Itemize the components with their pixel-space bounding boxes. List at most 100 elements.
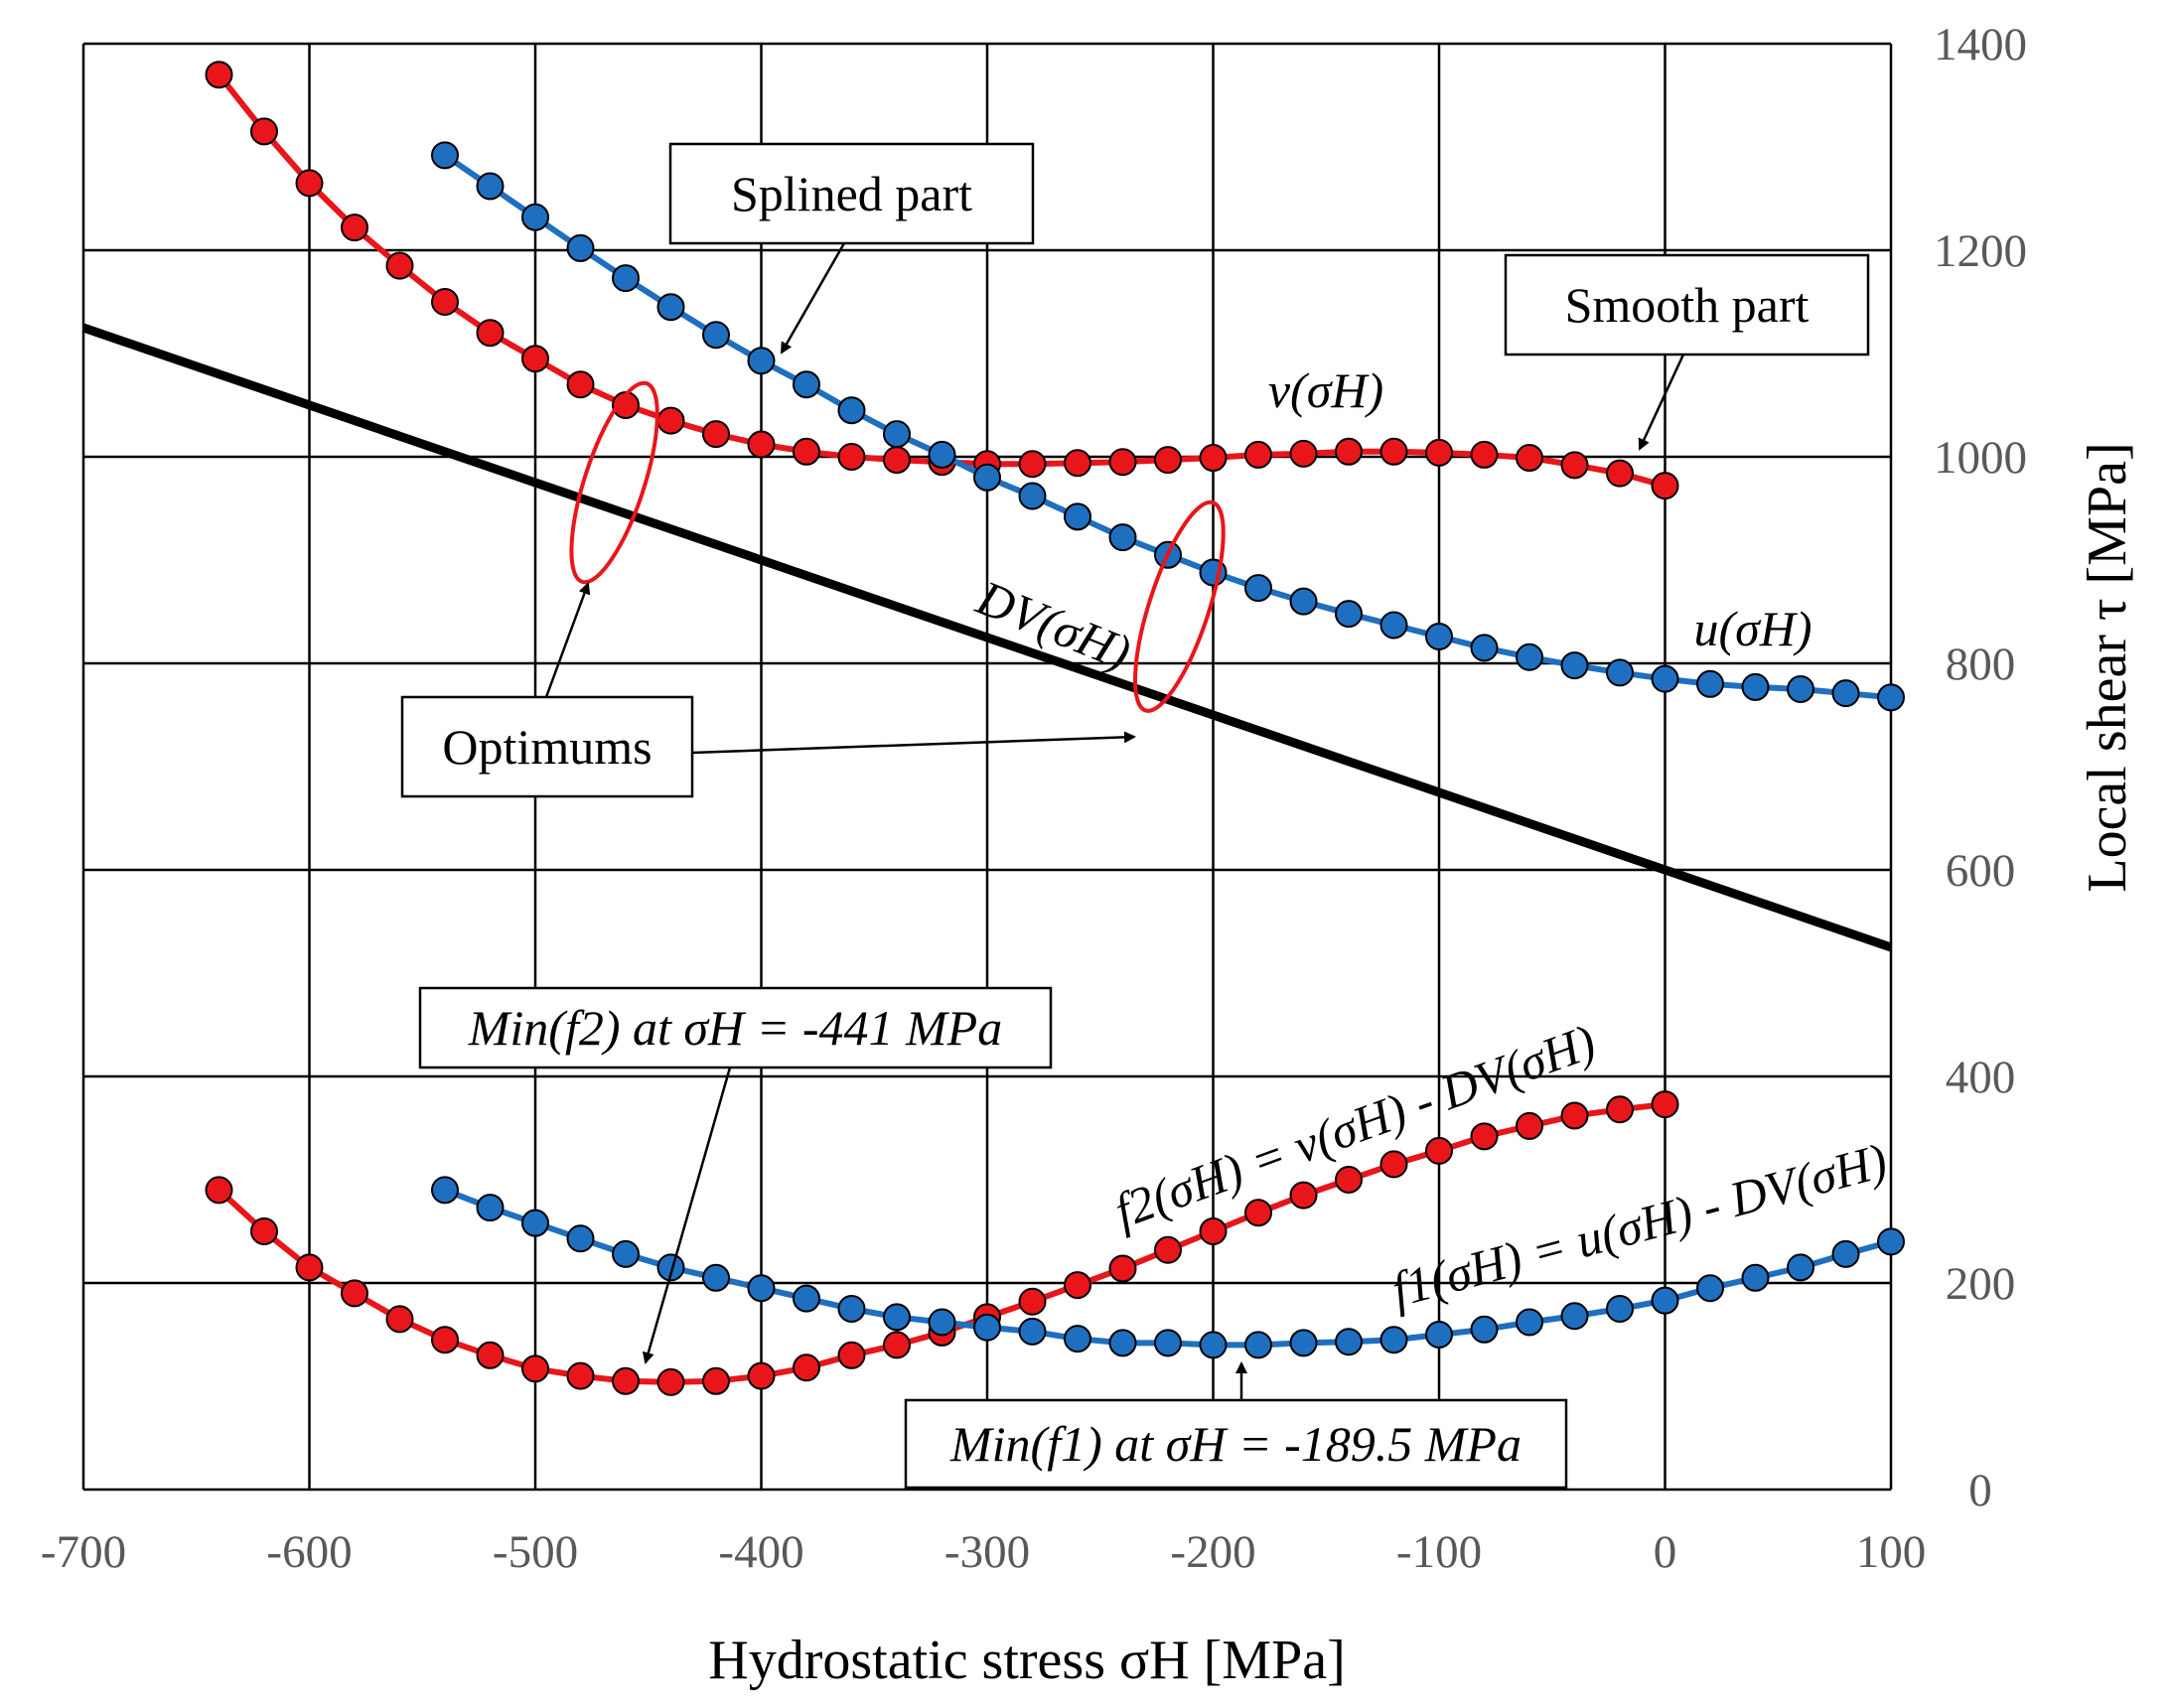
data-point xyxy=(521,1354,549,1383)
data-point xyxy=(928,440,956,469)
annotations: Splined part Smooth part Optimums Min(f2) a… xyxy=(400,142,1893,1490)
data-point xyxy=(1606,658,1634,687)
data-point xyxy=(1154,446,1182,475)
arrow-smooth-part xyxy=(1638,354,1685,451)
data-point xyxy=(1560,1302,1589,1331)
x-tick-label: 100 xyxy=(1856,1526,1927,1578)
data-point xyxy=(341,214,368,242)
data-point xyxy=(1289,1329,1318,1357)
data-point xyxy=(341,1279,368,1308)
data-point xyxy=(295,169,324,198)
data-point xyxy=(1741,672,1770,701)
data-point xyxy=(521,345,549,373)
data-point xyxy=(1199,444,1228,473)
optimum-ellipse xyxy=(569,380,659,585)
data-point xyxy=(1108,1329,1137,1357)
data-point xyxy=(1425,1321,1453,1349)
data-point xyxy=(1335,600,1363,629)
x-axis-title: Hydrostatic stress σH [MPa] xyxy=(708,1630,1345,1691)
data-point xyxy=(1108,523,1137,552)
data-point xyxy=(702,1366,730,1395)
data-point xyxy=(1696,669,1724,698)
data-point xyxy=(1425,622,1453,650)
data-point xyxy=(1289,1181,1318,1210)
dv-line-layer xyxy=(81,323,1893,952)
data-point xyxy=(973,463,1001,492)
data-point xyxy=(1606,459,1634,488)
data-point xyxy=(1379,1150,1408,1179)
data-point xyxy=(1244,1199,1272,1227)
data-point xyxy=(1606,1095,1634,1124)
optimums-box xyxy=(400,695,694,798)
data-point xyxy=(1877,1227,1905,1256)
data-point xyxy=(1199,1331,1228,1359)
optimum-ellipse xyxy=(1132,499,1226,713)
data-point xyxy=(793,1353,820,1382)
series-line xyxy=(217,72,1667,490)
splined-part-box xyxy=(668,142,1035,245)
data-point xyxy=(747,347,776,375)
data-point xyxy=(793,1284,820,1313)
series-layer xyxy=(205,61,1905,1396)
data-point xyxy=(702,420,730,449)
data-point xyxy=(1244,1331,1272,1359)
v-label: v(σH) xyxy=(1268,362,1383,418)
data-point xyxy=(295,1253,324,1282)
data-point xyxy=(1154,1329,1182,1357)
data-point xyxy=(1787,1253,1814,1282)
data-point xyxy=(837,396,866,425)
data-point xyxy=(1379,437,1408,466)
arrow-min-f2 xyxy=(642,1067,732,1364)
data-point xyxy=(1560,451,1589,480)
data-point xyxy=(476,1194,505,1222)
min-f2-label: Min(f2) at σH = -441 MPa xyxy=(468,1000,1002,1056)
data-point xyxy=(1651,1286,1679,1315)
data-point xyxy=(1741,1263,1770,1292)
grid xyxy=(81,42,1893,1492)
data-point xyxy=(1018,1287,1047,1316)
data-point xyxy=(1335,437,1363,466)
x-tick-label: -500 xyxy=(493,1526,578,1578)
x-tick-label: -100 xyxy=(1396,1526,1482,1578)
data-point xyxy=(1018,482,1047,510)
data-point xyxy=(1108,1254,1137,1283)
y-axis-title: Local shear τ [MPa] xyxy=(2077,442,2138,892)
data-point xyxy=(1425,1136,1453,1165)
data-point xyxy=(1379,1326,1408,1354)
data-point xyxy=(1335,1166,1363,1194)
data-point xyxy=(1470,1122,1499,1151)
smooth-part-label: Smooth part xyxy=(1565,277,1810,333)
data-point xyxy=(1379,611,1408,640)
data-point xyxy=(1018,1317,1047,1346)
data-point xyxy=(1516,642,1543,671)
series-line-dv xyxy=(81,323,1893,952)
y-tick-labels: 0 200 400 600 800 1000 1200 1400 xyxy=(1934,19,2027,1516)
data-point xyxy=(521,1209,549,1237)
data-point xyxy=(928,1308,956,1337)
data-point xyxy=(1425,438,1453,467)
data-point xyxy=(1831,679,1860,708)
data-point xyxy=(431,141,459,170)
data-point xyxy=(973,1313,1001,1342)
data-point xyxy=(1289,439,1318,468)
optimum-ellipses xyxy=(569,380,1226,713)
min-f1-box xyxy=(904,1398,1568,1490)
data-point xyxy=(566,1224,595,1253)
x-tick-labels: -700 -600 -500 -400 -300 -200 -100 0 100 xyxy=(41,1526,1926,1578)
data-point xyxy=(612,1366,640,1395)
series-1 xyxy=(431,141,1905,712)
data-point xyxy=(1831,1239,1860,1268)
data-point xyxy=(476,1341,505,1369)
series-0 xyxy=(205,61,1679,500)
data-point xyxy=(837,1295,866,1323)
data-point xyxy=(747,430,776,459)
data-point xyxy=(656,293,685,322)
data-point xyxy=(476,319,505,348)
x-tick-label: -400 xyxy=(718,1526,803,1578)
data-point xyxy=(385,251,414,280)
data-point xyxy=(431,1176,459,1205)
series-4 xyxy=(431,1176,1905,1359)
y-tick-label: 800 xyxy=(1946,639,2016,690)
data-point xyxy=(1516,444,1543,473)
